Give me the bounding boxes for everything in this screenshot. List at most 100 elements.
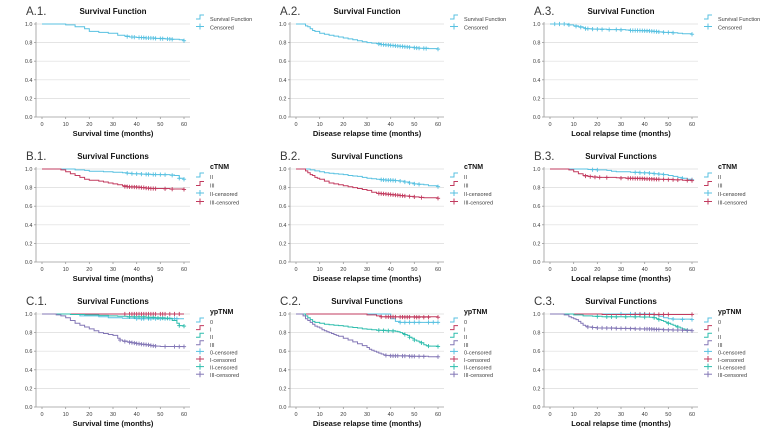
- legend-line-icon-II: [450, 172, 458, 178]
- legend-line-icon-III: [196, 340, 204, 346]
- legend-censor-icon-III: [450, 371, 458, 378]
- panel-label: B.3.: [534, 151, 554, 163]
- gridlines: [290, 23, 444, 99]
- panel-label: B.1.: [26, 151, 46, 163]
- panel-a1: 0.0 0.2 0.4 0.6 0.8 1.0 0 10 20 30 40 50 60 A.1. Survi…: [0, 0, 254, 145]
- legend-label-II-censored: II-censored: [718, 192, 746, 198]
- axes: 0.0 0.2 0.4 0.6 0.8 1.0 0 10 20 30 40 50 60: [533, 22, 698, 128]
- legend-label-I-censored: I-censored: [464, 358, 490, 364]
- censor-marks-III: [383, 353, 441, 359]
- legend-label-Survival Function: Survival Function: [210, 17, 252, 23]
- x-tick-label: 20: [594, 122, 600, 128]
- x-tick-label: 30: [110, 267, 116, 273]
- x-tick-label: 10: [571, 412, 577, 418]
- x-tick-label: 20: [86, 412, 92, 418]
- x-axis-label: Local relapse time (months): [571, 274, 671, 283]
- x-axis-label: Local relapse time (months): [571, 419, 671, 428]
- series-line-II: [42, 313, 185, 327]
- x-tick-label: 20: [86, 122, 92, 128]
- y-tick-label: 0.0: [25, 405, 33, 411]
- x-axis-label: Disease relapse time (months): [313, 419, 422, 428]
- censor-marks-I: [379, 314, 441, 320]
- x-tick-label: 20: [594, 412, 600, 418]
- legend-censor-icon-II: [704, 190, 712, 196]
- x-tick-label: 50: [157, 122, 163, 128]
- censor-marks-III: [583, 173, 695, 183]
- legend-line-icon-II: [704, 332, 712, 338]
- legend-censor-icon-III: [704, 198, 712, 205]
- censor-marks-III: [376, 191, 441, 201]
- legend-label-II: II: [210, 335, 214, 341]
- x-tick-label: 60: [435, 267, 441, 273]
- censor-marks-III: [118, 337, 187, 349]
- panel-label: B.2.: [280, 151, 300, 163]
- legend-line-icon-Survival Function: [196, 14, 204, 20]
- legend-line-icon-III: [196, 181, 204, 186]
- legend-line-icon-I: [450, 325, 458, 331]
- legend-label-II: II: [210, 175, 214, 181]
- y-tick-label: 0.6: [25, 349, 33, 355]
- y-tick-label: 1.0: [25, 312, 33, 318]
- legend-label-III-censored: III-censored: [210, 373, 239, 379]
- y-tick-label: 0.6: [533, 349, 541, 355]
- gridlines: [290, 168, 444, 244]
- legend-censor-icon-III: [196, 198, 204, 205]
- legend-label-II: II: [464, 175, 468, 181]
- chart-title: Survival Function: [587, 7, 654, 16]
- legend-censor-icon-II: [450, 190, 458, 196]
- legend-censor-icon-0: [450, 348, 458, 355]
- y-tick-label: 0.6: [279, 349, 287, 355]
- x-tick-label: 30: [110, 412, 116, 418]
- y-tick-label: 0.8: [25, 186, 33, 192]
- legend-censor-icon-0: [196, 348, 204, 355]
- y-tick-label: 0.4: [279, 368, 287, 374]
- x-tick-label: 0: [294, 267, 297, 273]
- y-tick-label: 0.8: [279, 41, 287, 47]
- x-tick-label: 0: [40, 412, 43, 418]
- x-tick-label: 60: [181, 412, 187, 418]
- legend-label-III: III: [210, 184, 215, 190]
- x-tick-label: 60: [181, 267, 187, 273]
- x-tick-label: 40: [642, 122, 648, 128]
- legend-line-icon-II: [196, 332, 204, 338]
- censor-marks-I: [122, 311, 182, 317]
- legend-line-icon-0: [450, 317, 458, 323]
- survival-plot-svg: 0.0 0.2 0.4 0.6 0.8 1.0 0 10 20 30 40 50 60 C.3. Survi…: [533, 296, 747, 428]
- legend-label-Censored: Censored: [210, 26, 234, 32]
- axes: 0.0 0.2 0.4 0.6 0.8 1.0 0 10 20 30 40 50 60: [25, 167, 190, 273]
- y-tick-label: 0.0: [279, 260, 287, 266]
- legend-label-II-censored: II-censored: [718, 366, 746, 372]
- y-tick-label: 0.0: [533, 115, 541, 121]
- x-tick-label: 0: [40, 267, 43, 273]
- legend-line-icon-III: [704, 340, 712, 346]
- y-tick-label: 0.4: [279, 78, 287, 84]
- legend: ypTNM0IIIIII0-censoredI-censoredII-censo…: [196, 309, 239, 379]
- legend-label-III: III: [210, 343, 215, 349]
- censor-marks-0: [398, 320, 441, 325]
- series-line-I: [550, 313, 692, 315]
- survival-plot-svg: 0.0 0.2 0.4 0.6 0.8 1.0 0 10 20 30 40 50 60 B.1. Survi…: [25, 151, 239, 283]
- axes: 0.0 0.2 0.4 0.6 0.8 1.0 0 10 20 30 40 50 60: [279, 22, 444, 128]
- legend-label-II-censored: II-censored: [464, 192, 492, 198]
- y-tick-label: 1.0: [533, 312, 541, 318]
- legend-censor-icon-I: [196, 356, 204, 362]
- x-axis-label: Local relapse time (months): [571, 129, 671, 138]
- axes: 0.0 0.2 0.4 0.6 0.8 1.0 0 10 20 30 40 50 60: [279, 312, 444, 418]
- y-tick-label: 1.0: [25, 167, 33, 173]
- survival-plot-svg: 0.0 0.2 0.4 0.6 0.8 1.0 0 10 20 30 40 50 60 C.2. Survi…: [279, 296, 493, 428]
- y-tick-label: 0.8: [533, 186, 541, 192]
- gridlines: [36, 23, 190, 99]
- axes: 0.0 0.2 0.4 0.6 0.8 1.0 0 10 20 30 40 50 60: [25, 312, 190, 418]
- legend-title: ypTNM: [210, 309, 234, 316]
- y-tick-label: 1.0: [279, 167, 287, 173]
- x-tick-label: 20: [340, 122, 346, 128]
- legend-label-0-censored: 0-censored: [210, 350, 238, 356]
- panel-label: C.2.: [280, 296, 301, 308]
- legend-label-0-censored: 0-censored: [464, 350, 492, 356]
- y-tick-label: 0.8: [279, 331, 287, 337]
- y-tick-label: 0.0: [279, 115, 287, 121]
- censor-marks-II: [379, 177, 441, 189]
- y-tick-label: 0.6: [25, 204, 33, 210]
- legend-line-icon-I: [196, 325, 204, 331]
